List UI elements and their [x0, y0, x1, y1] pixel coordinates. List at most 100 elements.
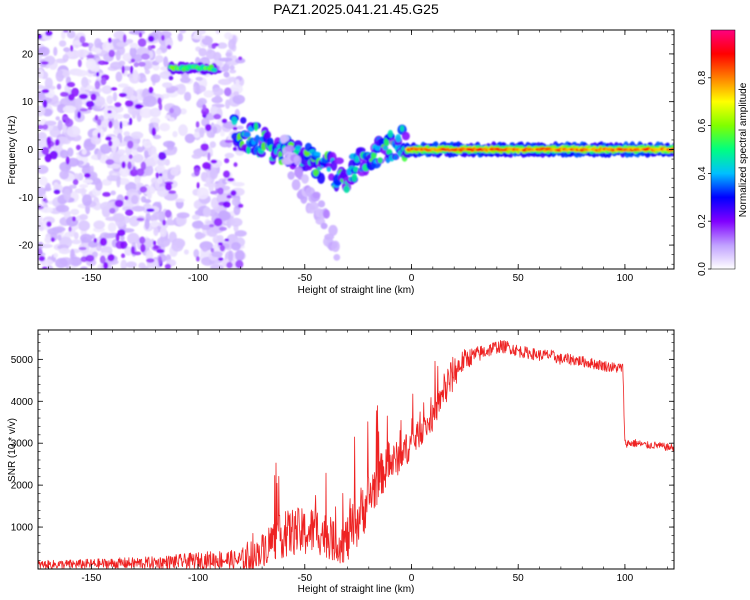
noise-blob	[93, 220, 105, 230]
noise-blob	[59, 170, 69, 180]
track-halo	[287, 171, 295, 180]
noise-speck	[168, 75, 174, 81]
track-halo	[291, 179, 301, 191]
noise-speck	[218, 242, 223, 246]
noise-blob	[68, 184, 77, 189]
noise-blob	[44, 120, 57, 126]
noise-speck	[85, 254, 95, 262]
noise-speck	[103, 262, 109, 269]
noise-blob	[115, 71, 123, 82]
noise-speck	[114, 102, 122, 108]
track-core	[377, 157, 383, 164]
noise-blob	[203, 90, 214, 98]
heatmap-marks	[38, 30, 674, 269]
noise-speck	[107, 110, 112, 114]
noise-speck	[77, 111, 81, 119]
noise-speck	[79, 108, 89, 112]
noise-blob	[197, 97, 207, 106]
noise-speck	[70, 45, 74, 52]
noise-speck	[139, 186, 148, 193]
noise-blob	[129, 42, 138, 49]
noise-speck	[127, 140, 134, 149]
track-halo	[317, 172, 325, 184]
noise-blob	[51, 226, 66, 233]
noise-blob	[202, 247, 208, 252]
track-halo	[323, 209, 330, 219]
noise-speck	[147, 35, 155, 42]
noise-speck	[140, 243, 146, 253]
noise-blob	[95, 179, 103, 191]
noise-blob	[217, 42, 228, 49]
noise-blob	[234, 230, 247, 237]
noise-blob	[211, 87, 224, 96]
noise-blob	[94, 48, 102, 54]
x-tick-label: 0	[409, 273, 415, 284]
figure-title: PAZ1.2025.041.21.45.G25	[273, 1, 439, 17]
noise-blob	[184, 133, 196, 144]
noise-blob	[172, 131, 178, 138]
noise-speck	[100, 77, 107, 86]
noise-blob	[164, 158, 170, 166]
noise-blob	[146, 189, 151, 197]
noise-speck	[138, 32, 143, 38]
track-halo	[312, 191, 321, 199]
noise-blob	[211, 251, 223, 258]
noise-blob	[156, 178, 163, 185]
noise-speck	[217, 187, 224, 195]
noise-speck	[146, 208, 155, 212]
noise-speck	[44, 199, 49, 204]
noise-speck	[121, 161, 126, 169]
noise-speck	[130, 58, 136, 63]
noise-blob	[62, 71, 69, 77]
noise-speck	[133, 62, 139, 68]
noise-blob	[77, 172, 84, 181]
colorbar: 0.0 0.2 0.4 0.6 0.8 Normalized spectral ampl…	[697, 29, 749, 276]
noise-blob	[38, 165, 49, 174]
noise-speck	[141, 53, 150, 60]
noise-speck	[134, 103, 143, 110]
noise-blob	[75, 49, 90, 58]
noise-blob	[142, 95, 157, 107]
noise-speck	[108, 37, 112, 44]
noise-blob	[176, 212, 190, 219]
noise-blob	[82, 194, 92, 207]
noise-speck	[76, 144, 81, 151]
track-core	[313, 151, 321, 157]
noise-blob	[195, 82, 200, 95]
noise-speck	[127, 161, 132, 170]
noise-blob	[193, 131, 201, 138]
noise-blob	[103, 107, 111, 116]
noise-speck	[230, 190, 237, 196]
noise-blob	[196, 187, 209, 200]
track-halo	[331, 240, 340, 252]
track-core	[352, 166, 359, 173]
noise-speck	[128, 154, 133, 160]
noise-blob	[179, 30, 186, 34]
noise-blob	[220, 130, 225, 137]
noise-blob	[63, 47, 70, 53]
x-tick-label: -100	[188, 573, 208, 584]
track-core	[326, 166, 331, 172]
noise-speck	[137, 38, 147, 47]
noise-blob	[127, 232, 140, 245]
track-halo	[279, 134, 290, 143]
noise-speck	[56, 83, 62, 90]
noise-blob	[53, 46, 58, 57]
noise-speck	[226, 261, 233, 269]
noise-blob	[144, 150, 149, 159]
noise-blob	[99, 143, 112, 154]
noise-speck	[162, 219, 167, 226]
track-halo	[240, 117, 247, 124]
noise-speck	[87, 106, 93, 111]
noise-blob	[38, 68, 44, 79]
noise-speck	[168, 190, 177, 194]
noise-speck	[205, 124, 212, 132]
track-core	[254, 122, 258, 132]
noise-speck	[138, 61, 146, 67]
noise-blob	[61, 30, 66, 40]
noise-blob	[232, 94, 245, 105]
noise-speck	[136, 217, 145, 221]
track-core	[294, 145, 302, 151]
noise-blob	[205, 177, 212, 185]
noise-blob	[162, 82, 173, 88]
